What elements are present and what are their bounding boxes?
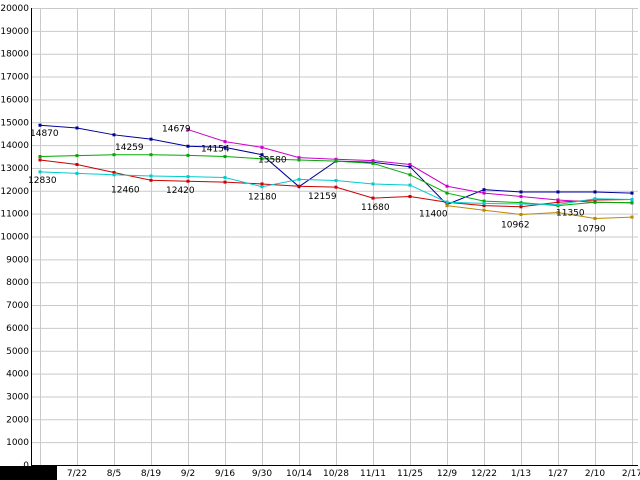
x-tick-label: 7/22 <box>67 469 87 479</box>
y-tick-label: 9000 <box>6 255 29 265</box>
value-annotation: 11350 <box>556 209 585 219</box>
value-annotation: 12159 <box>308 192 337 202</box>
y-tick-label: 3000 <box>6 392 29 402</box>
x-tick-label: 1/13 <box>511 469 531 479</box>
value-annotation: 12420 <box>166 186 195 196</box>
magenta-line <box>187 129 633 204</box>
y-tick-label: 19000 <box>0 27 29 37</box>
x-tick-label: 9/30 <box>252 469 272 479</box>
x-tick-label: 2/17 <box>622 469 640 479</box>
x-tick-label: 12/22 <box>471 469 497 479</box>
x-tick-label: 8/19 <box>141 469 161 479</box>
value-annotation: 14679 <box>162 125 191 135</box>
y-tick-label: 14000 <box>0 141 29 151</box>
value-annotation: 12830 <box>28 176 57 186</box>
x-tick-label: 11/25 <box>397 469 423 479</box>
y-tick-label: 1000 <box>6 438 29 448</box>
x-tick-label: 9/2 <box>181 469 195 479</box>
y-tick-label: 7000 <box>6 301 29 311</box>
cyan-line <box>39 171 633 206</box>
value-annotation: 11400 <box>419 210 448 220</box>
y-tick-label: 4000 <box>6 370 29 380</box>
y-tick-label: 13000 <box>0 164 29 174</box>
value-annotation: 11680 <box>361 203 390 213</box>
x-tick-label: 1/27 <box>548 469 568 479</box>
x-tick-label: 10/28 <box>323 469 349 479</box>
y-tick-label: 8000 <box>6 278 29 288</box>
x-tick-label: 9/16 <box>215 469 235 479</box>
y-tick-label: 10000 <box>0 233 29 243</box>
y-tick-label: 2000 <box>6 415 29 425</box>
value-annotation: 14259 <box>115 143 144 153</box>
red-line <box>39 159 633 208</box>
value-annotation: 14154 <box>201 145 230 155</box>
orange-line <box>446 205 633 219</box>
value-annotation: 12460 <box>111 185 140 195</box>
x-tick-label: 2/10 <box>585 469 605 479</box>
y-tick-label: 20000 <box>0 4 29 14</box>
y-tick-label: 5000 <box>6 347 29 357</box>
x-tick-label: 10/14 <box>286 469 312 479</box>
y-tick-label: 17000 <box>0 73 29 83</box>
value-annotation: 14870 <box>30 129 59 139</box>
green-line <box>39 154 633 207</box>
x-tick-label: 12/9 <box>437 469 457 479</box>
y-tick-label: 6000 <box>6 324 29 334</box>
y-tick-label: 16000 <box>0 95 29 105</box>
value-annotation: 13580 <box>258 156 287 166</box>
x-tick-label: 8/5 <box>107 469 121 479</box>
corner-black-box <box>0 466 57 480</box>
y-tick-label: 12000 <box>0 187 29 197</box>
y-tick-label: 18000 <box>0 50 29 60</box>
value-annotation: 12180 <box>248 193 277 203</box>
y-tick-label: 11000 <box>0 210 29 220</box>
value-annotation: 10790 <box>577 224 606 234</box>
value-annotation: 10962 <box>501 221 530 231</box>
y-tick-label: 15000 <box>0 118 29 128</box>
x-tick-label: 11/11 <box>360 469 386 479</box>
